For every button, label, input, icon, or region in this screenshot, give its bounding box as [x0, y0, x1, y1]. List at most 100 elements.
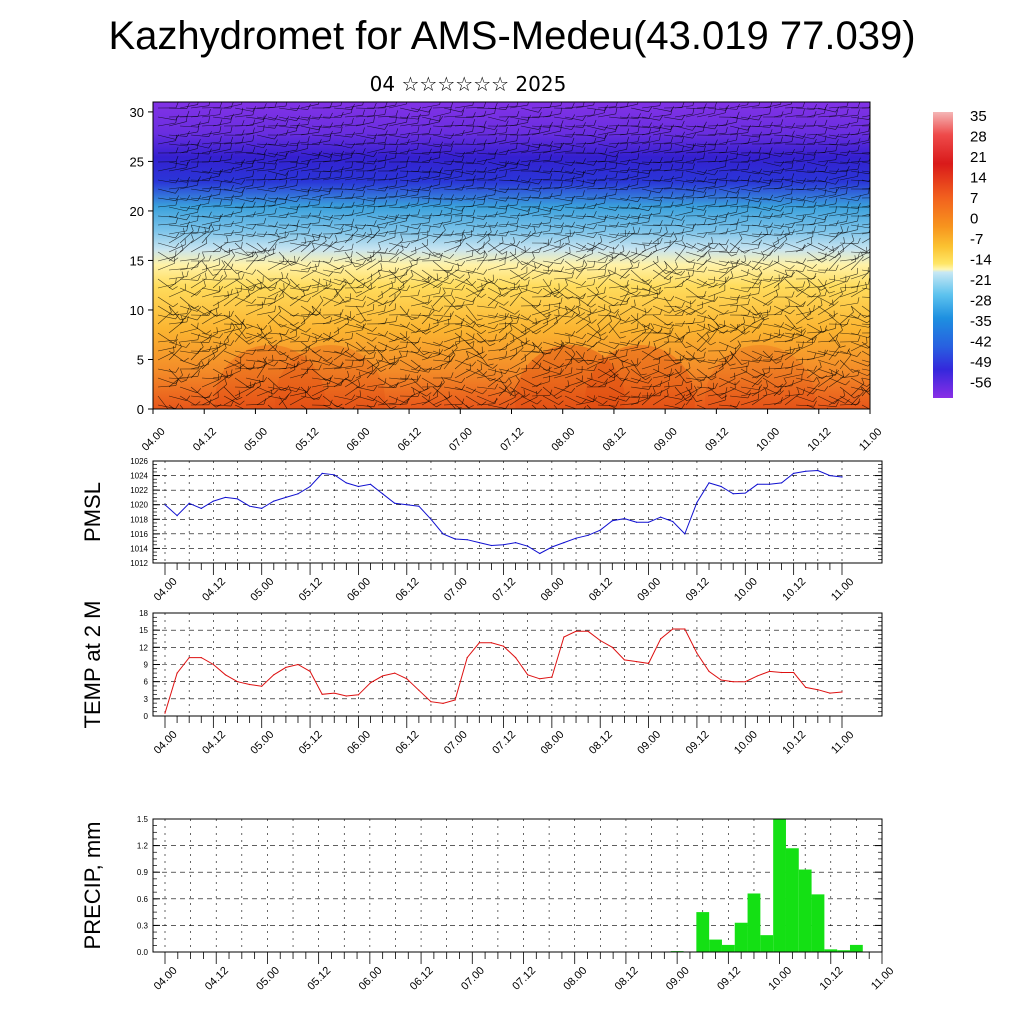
series-point — [478, 642, 480, 644]
wind-barb-flag — [775, 360, 782, 364]
wind-barb-flag — [549, 154, 552, 161]
wind-barb-flag — [692, 189, 695, 196]
wind-barb — [751, 315, 769, 325]
wind-barb-flag — [637, 120, 641, 127]
wind-barb-flag — [215, 308, 218, 315]
wind-barb — [652, 341, 669, 352]
wind-barb-flag — [274, 228, 278, 235]
wind-barb-flag — [195, 401, 201, 406]
wind-barb-flag — [329, 317, 333, 324]
wind-barb — [399, 161, 419, 163]
wind-barb-flag — [626, 128, 630, 135]
wind-barb-flag — [761, 251, 765, 257]
wind-barb — [377, 150, 396, 154]
wind-barb — [355, 287, 372, 298]
wind-barb-flag — [260, 281, 262, 288]
wind-barb-flag — [356, 291, 363, 294]
wind-barb — [344, 251, 356, 268]
wind-barb — [344, 176, 363, 181]
wind-barb-flag — [767, 301, 773, 306]
wind-barb — [718, 377, 736, 386]
wind-barb — [685, 233, 704, 238]
wind-barb — [509, 386, 526, 398]
wind-barb — [806, 323, 823, 334]
wind-barb — [322, 350, 341, 354]
wind-barb-flag — [769, 138, 773, 144]
wind-barb-flag — [714, 189, 717, 196]
wind-barb — [234, 114, 253, 118]
series-point — [732, 681, 734, 683]
wind-barb-flag — [395, 381, 399, 388]
wind-barb — [630, 395, 649, 399]
wind-barb — [762, 402, 781, 406]
wind-barb — [234, 140, 253, 145]
wind-barb-flag — [637, 126, 640, 133]
wind-barb-flag — [458, 336, 461, 343]
x-tick-label: 08.12 — [587, 576, 615, 604]
wind-barb-flag — [839, 345, 846, 348]
wind-barb-flag — [472, 225, 475, 232]
wind-barb — [564, 170, 583, 176]
wind-barb-flag — [469, 340, 475, 345]
wind-barb — [597, 106, 616, 109]
wind-barb-flag — [362, 259, 367, 265]
wind-barb-flag — [868, 171, 870, 174]
colorbar-label: -7 — [970, 231, 983, 248]
wind-barb — [729, 211, 748, 217]
wind-barb-flag — [692, 205, 694, 212]
wind-barb — [223, 113, 242, 118]
wind-barb — [597, 143, 616, 148]
wind-barb — [234, 176, 253, 181]
wind-barb-flag — [285, 362, 289, 369]
wind-barb — [245, 256, 258, 271]
wind-barb — [498, 267, 517, 271]
wind-barb — [344, 104, 363, 109]
wind-barb-flag — [876, 350, 881, 353]
wind-barb-flag — [736, 297, 739, 304]
wind-barb — [509, 179, 528, 184]
wind-barb-flag — [682, 241, 686, 247]
wind-barb — [575, 400, 594, 406]
wind-barb-flag — [340, 224, 345, 230]
wind-barb-flag — [549, 145, 552, 152]
wind-barb — [179, 395, 196, 406]
series-point — [490, 642, 493, 644]
wind-barb-flag — [791, 135, 794, 142]
wind-barb-flag — [812, 264, 817, 269]
wind-barb-flag — [615, 171, 618, 178]
wind-barb — [355, 115, 374, 118]
wind-barb-flag — [472, 179, 475, 186]
wind-barb-flag — [340, 267, 345, 274]
wind-barb — [432, 143, 451, 147]
wind-barb-flag — [823, 246, 828, 251]
wind-barb-flag — [549, 121, 553, 128]
wind-barb — [234, 386, 253, 388]
wind-barb-flag — [425, 367, 431, 372]
wind-barb — [685, 386, 702, 397]
wind-barb — [388, 143, 407, 145]
wind-barb — [718, 303, 737, 307]
wind-barb — [718, 310, 737, 316]
wind-barb — [168, 368, 182, 383]
wind-barb-flag — [626, 174, 630, 180]
wind-barb — [256, 332, 272, 344]
wind-barb-flag — [802, 133, 807, 139]
chart-subtitle: 04 ☆☆☆☆☆☆ 2025 — [369, 72, 567, 96]
wind-barb — [630, 278, 649, 285]
wind-barb — [443, 134, 462, 136]
wind-barb — [454, 197, 473, 201]
wind-barb — [388, 152, 407, 155]
wind-barb — [454, 185, 473, 190]
wind-barb — [223, 222, 242, 226]
wind-barb-flag — [175, 177, 180, 184]
wind-barb — [289, 352, 307, 361]
wind-barb — [542, 260, 561, 265]
wind-barb — [399, 341, 418, 343]
wind-barb — [520, 260, 538, 269]
wind-barb-flag — [285, 223, 290, 229]
wind-barb — [817, 305, 834, 316]
wind-barb-flag — [241, 322, 243, 329]
wind-barb — [344, 377, 361, 388]
wind-barb — [520, 268, 536, 280]
wind-barb — [201, 307, 219, 316]
